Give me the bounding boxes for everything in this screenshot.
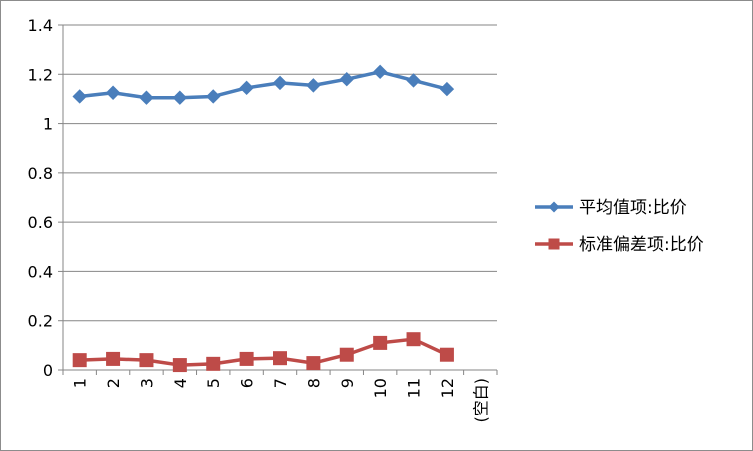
legend-label: 平均值项:比价 <box>579 198 687 218</box>
data-point <box>72 353 87 368</box>
data-point <box>372 64 388 80</box>
data-point <box>72 89 87 104</box>
x-tick-label: 12 <box>438 378 457 398</box>
x-tick-label: 5 <box>204 378 223 388</box>
y-tick-label: 1.4 <box>28 16 53 35</box>
legend-marker <box>548 238 560 250</box>
series-line <box>79 70 448 100</box>
data-point <box>272 75 288 91</box>
y-tick-label: 0.8 <box>28 164 53 183</box>
data-point <box>406 73 421 88</box>
y-tick-label: 0 <box>43 361 53 380</box>
y-tick-label: 1.2 <box>28 65 53 84</box>
series-1 <box>72 64 455 105</box>
data-point <box>139 353 154 368</box>
series-2 <box>72 332 454 373</box>
data-point <box>206 356 221 371</box>
x-axis <box>62 25 498 375</box>
y-axis-tick-labels: 0 0.2 0.4 0.6 0.8 1 1.2 1.4 <box>28 16 63 380</box>
data-point <box>106 351 121 366</box>
series-line <box>79 337 448 367</box>
x-tick-label: 3 <box>137 378 156 388</box>
legend-item: 平均值项:比价 <box>535 198 687 218</box>
data-point <box>439 81 455 97</box>
legend-label: 标准偏差项:比价 <box>579 235 704 255</box>
data-point <box>239 80 254 96</box>
x-tick-label: 8 <box>304 378 323 388</box>
x-tick-label: 6 <box>238 378 257 388</box>
data-point <box>139 90 154 105</box>
y-tick-label: 1 <box>43 115 53 134</box>
x-tick-label: 9 <box>338 378 357 388</box>
x-tick-label: 10 <box>371 378 390 398</box>
x-tick-label: 4 <box>171 378 190 388</box>
data-point <box>439 347 454 362</box>
series-group <box>72 64 455 373</box>
x-axis-tick-labels: 1 2 3 4 5 6 7 8 9 10 11 12 (空白) <box>71 378 491 423</box>
x-tick-label: (空白) <box>471 378 490 423</box>
data-point <box>172 358 187 373</box>
data-point <box>206 89 221 104</box>
x-tick-label: 7 <box>271 378 290 388</box>
data-point <box>105 85 121 100</box>
y-tick-label: 0.2 <box>28 312 53 331</box>
data-point <box>239 351 254 366</box>
x-tick-label: 11 <box>405 378 424 398</box>
data-point <box>306 78 321 93</box>
data-point <box>373 335 388 350</box>
data-point <box>273 351 287 366</box>
data-point <box>339 347 354 362</box>
y-tick-label: 0.4 <box>28 262 53 281</box>
data-point <box>339 72 354 87</box>
y-tick-label: 0.6 <box>28 213 53 232</box>
gridlines <box>63 24 497 371</box>
data-point <box>306 356 321 371</box>
legend-item: 标准偏差项:比价 <box>535 235 704 255</box>
data-point <box>406 332 421 347</box>
legend-marker <box>548 201 560 213</box>
x-tick-label: 1 <box>71 378 90 388</box>
x-tick-label: 2 <box>104 378 123 388</box>
data-point <box>172 90 188 105</box>
